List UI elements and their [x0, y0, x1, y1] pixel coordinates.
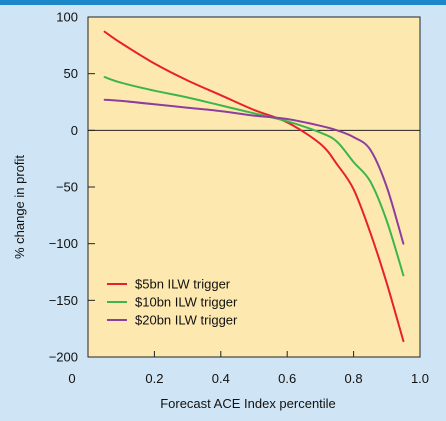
x-tick-label: 0.2: [145, 371, 163, 386]
x-axis-title: Forecast ACE Index percentile: [160, 396, 336, 411]
y-tick-label: 100: [56, 10, 78, 25]
y-tick-label: 0: [71, 123, 78, 138]
x-tick-label: 0: [68, 371, 75, 386]
x-tick-label: 0.6: [278, 371, 296, 386]
top-accent-bar: [0, 0, 446, 5]
x-tick-label: 0.4: [212, 371, 230, 386]
legend-label-1: $5bn ILW trigger: [135, 277, 231, 292]
plot-area: [87, 16, 421, 358]
y-axis: 100 50 0 −50 −100 −150 −200: [49, 10, 95, 365]
y-axis-title: % change in profit: [12, 155, 27, 259]
series-line-1: [103, 30, 405, 343]
y-tick-label: −100: [49, 236, 78, 251]
x-tick-label: 0.8: [345, 371, 363, 386]
legend-label-2: $10bn ILW trigger: [135, 295, 238, 310]
y-tick-label: −200: [49, 350, 78, 365]
series-line-2: [103, 76, 405, 277]
legend: $5bn ILW trigger $10bn ILW trigger $20bn I…: [107, 277, 238, 328]
legend-label-3: $20bn ILW trigger: [135, 313, 238, 328]
y-tick-label: −50: [56, 180, 78, 195]
y-tick-label: −150: [49, 293, 78, 308]
x-tick-label: 1.0: [411, 371, 429, 386]
series-group: [103, 30, 405, 343]
y-tick-label: 50: [64, 66, 78, 81]
series-line-3: [103, 98, 405, 245]
x-axis: 0 0.2 0.4 0.6 0.8 1.0: [68, 351, 429, 386]
